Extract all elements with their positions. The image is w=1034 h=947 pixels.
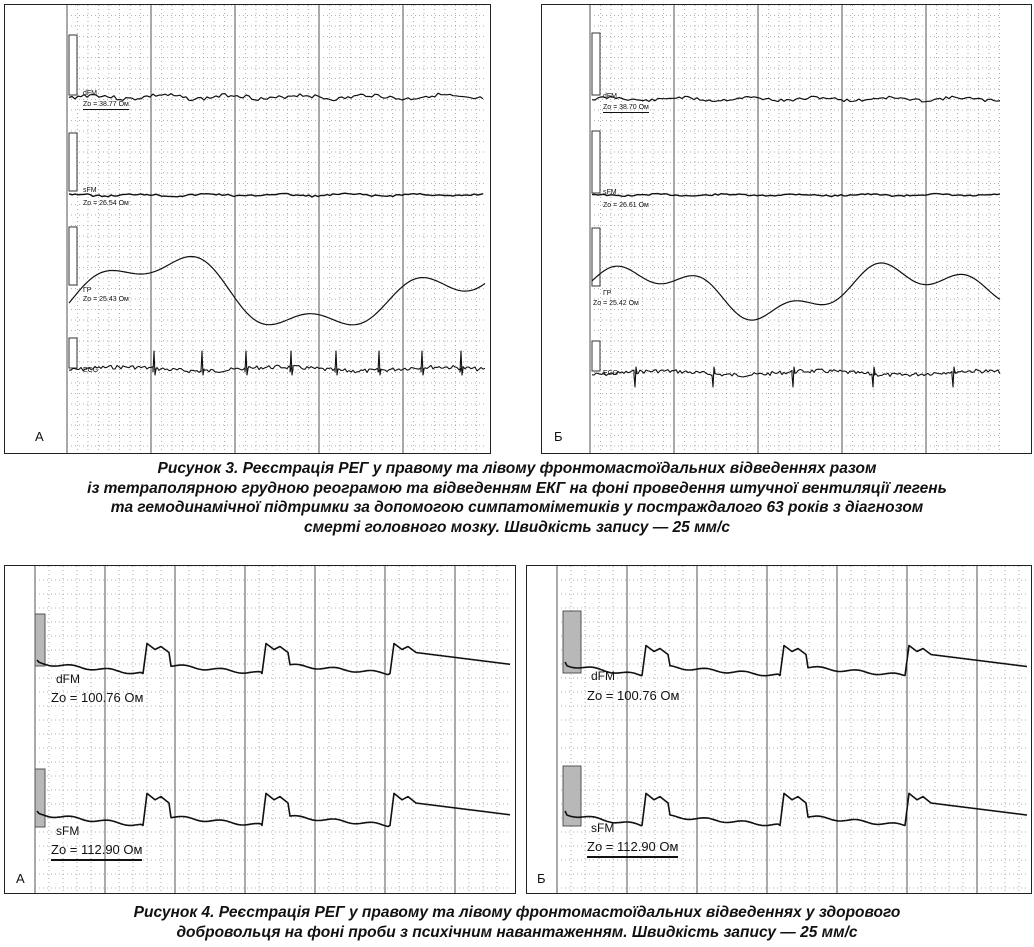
calibration-box xyxy=(68,226,78,286)
fig3a-sfm-zo: Zo = 26.54 Ом xyxy=(83,200,129,207)
sfm-trace xyxy=(564,792,1028,827)
calibration-box xyxy=(591,32,601,96)
ecg-trace xyxy=(591,366,1001,388)
ecg-trace xyxy=(68,350,486,376)
fig3-panel-b-tracing xyxy=(589,5,1001,453)
fig3b-sfm-label: sFM xyxy=(603,189,617,196)
fig3-panel-a: dFM Zo = 38.77 Ом sFM Zo = 26.54 Ом ГР Z… xyxy=(4,4,491,454)
fig3b-dfm-label: dFM xyxy=(603,93,617,100)
fig3a-dfm-zo: Zo = 38.77 Ом xyxy=(83,101,129,110)
calibration-box xyxy=(68,337,78,369)
calibration-box xyxy=(562,765,582,827)
fig4-panel-a: dFM Zo = 100.76 Ом sFM Zo = 112.90 Ом А xyxy=(4,565,516,894)
calibration-box xyxy=(34,768,46,828)
fig4b-panel-letter: Б xyxy=(537,871,546,886)
gr-trace xyxy=(591,262,1001,321)
dfm-trace xyxy=(68,92,484,102)
fig3a-sfm-label: sFM xyxy=(83,187,97,194)
fig3-caption-line: із тетраполярною грудною реограмою та ві… xyxy=(87,479,947,497)
fig3-caption-line: Рисунок 3. Реєстрація РЕГ у правому та л… xyxy=(157,460,877,477)
fig4b-dfm-label: dFM xyxy=(591,669,615,683)
fig4-panel-b: dFM Zo = 100.76 Ом sFM Zo = 112.90 Ом Б xyxy=(526,565,1032,894)
fig4-caption-line: добровольця на фоні проби з психічним на… xyxy=(176,923,858,941)
fig3b-gr-zo: Zo = 25.42 Ом xyxy=(593,300,639,307)
fig3b-ecg-label: ECG xyxy=(603,370,619,377)
calibration-box xyxy=(591,227,601,287)
fig3-caption-line: смерті головного мозку. Швидкість запису… xyxy=(304,518,730,536)
calibration-box xyxy=(34,613,46,667)
calibration-box xyxy=(591,340,601,372)
fig3a-panel-letter: А xyxy=(35,429,44,444)
fig3-panel-a-tracing xyxy=(66,5,486,453)
dfm-trace xyxy=(591,95,1001,103)
fig3a-gr-zo: Zo = 25.43 Ом xyxy=(83,296,129,303)
gr-trace xyxy=(68,255,486,326)
fig4-caption: Рисунок 4. Реєстрація РЕГ у правому та л… xyxy=(0,903,1034,942)
fig3a-gr-label: ГР xyxy=(83,287,92,294)
fig3b-gr-label: ГР xyxy=(603,290,612,297)
fig3-caption-line: та гемодинамічної підтримки за допомогою… xyxy=(110,499,924,516)
fig4-panel-b-tracing xyxy=(556,566,1028,893)
fig4a-panel-letter: А xyxy=(16,871,25,886)
fig4a-sfm-label: sFM xyxy=(56,824,80,838)
fig3a-ecg-label: ECG xyxy=(83,367,99,374)
fig3b-panel-letter: Б xyxy=(554,429,563,444)
fig4-panel-a-tracing xyxy=(34,566,511,893)
dfm-trace xyxy=(36,642,511,676)
dfm-trace xyxy=(564,644,1028,677)
fig4b-dfm-zo: Zo = 100.76 Ом xyxy=(587,688,680,703)
sfm-trace xyxy=(68,192,484,198)
fig3a-dfm-label: dFM xyxy=(83,90,97,97)
fig3-panel-b: dFM Zo = 38.70 Ом sFM Zo = 26.61 Ом ГР Z… xyxy=(541,4,1032,454)
fig3b-sfm-zo: Zo = 26.61 Ом xyxy=(603,202,649,209)
fig4a-dfm-label: dFM xyxy=(56,672,80,686)
fig3-caption: Рисунок 3. Реєстрація РЕГ у правому та л… xyxy=(0,459,1034,537)
sfm-trace xyxy=(591,192,1001,198)
fig3b-dfm-zo: Zo = 38.70 Ом xyxy=(603,104,649,113)
calibration-box xyxy=(591,130,601,194)
sfm-trace xyxy=(36,792,511,828)
calibration-box xyxy=(68,34,78,96)
calibration-box xyxy=(68,132,78,192)
fig4b-sfm-label: sFM xyxy=(591,821,615,835)
fig4a-sfm-zo: Zo = 112.90 Ом xyxy=(51,842,143,861)
fig4b-sfm-zo: Zo = 112.90 Ом xyxy=(587,839,679,858)
fig4-caption-line: Рисунок 4. Реєстрація РЕГ у правому та л… xyxy=(133,904,901,921)
fig4a-dfm-zo: Zo = 100.76 Ом xyxy=(51,690,144,705)
calibration-box xyxy=(562,610,582,674)
